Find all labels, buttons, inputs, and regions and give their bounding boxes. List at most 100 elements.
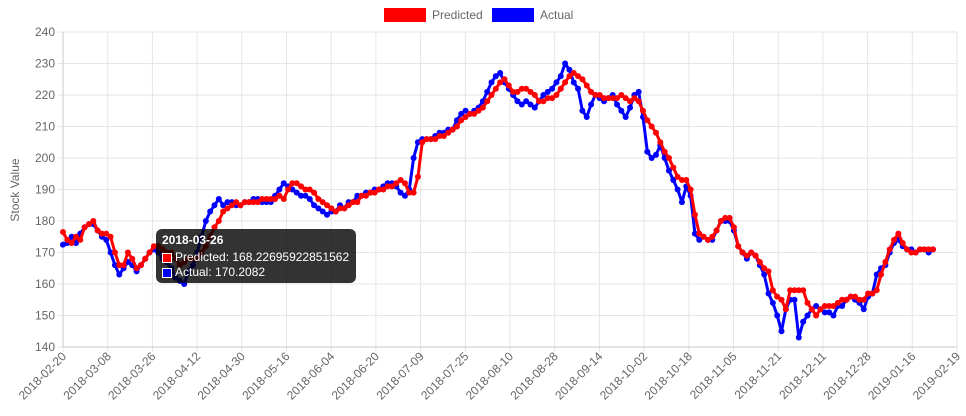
data-point-predicted[interactable] [497,79,504,86]
data-point-predicted[interactable] [791,287,798,294]
data-point-predicted[interactable] [531,92,538,98]
data-point-predicted[interactable] [575,73,582,80]
data-point-predicted[interactable] [618,92,625,98]
data-point-predicted[interactable] [90,218,97,224]
data-point-predicted[interactable] [94,227,101,234]
data-point-predicted[interactable] [423,136,430,143]
data-point-actual[interactable] [566,66,573,73]
data-point-predicted[interactable] [319,199,326,206]
data-point-predicted[interactable] [427,136,434,143]
data-point-predicted[interactable] [713,227,720,234]
data-point-actual[interactable] [761,271,768,278]
data-point-actual[interactable] [302,192,309,199]
data-point-actual[interactable] [458,110,465,117]
data-point-predicted[interactable] [484,98,491,105]
data-point-predicted[interactable] [644,117,651,124]
data-point-predicted[interactable] [419,139,426,146]
data-point-predicted[interactable] [622,95,629,102]
data-point-actual[interactable] [514,98,521,105]
data-point-predicted[interactable] [224,205,231,212]
data-point-predicted[interactable] [683,177,690,184]
data-point-predicted[interactable] [492,85,499,92]
data-point-actual[interactable] [215,195,222,202]
data-point-predicted[interactable] [899,240,906,247]
data-point-actual[interactable] [588,101,595,108]
data-point-predicted[interactable] [401,180,408,187]
data-point-actual[interactable] [531,104,538,111]
data-point-predicted[interactable] [648,123,655,130]
data-point-actual[interactable] [462,107,469,114]
legend-swatch-predicted[interactable] [384,8,426,22]
data-point-predicted[interactable] [246,199,253,206]
data-point-predicted[interactable] [821,303,828,310]
data-point-predicted[interactable] [601,95,608,102]
data-point-predicted[interactable] [276,192,283,199]
data-point-predicted[interactable] [813,312,820,319]
data-point-predicted[interactable] [103,230,110,237]
data-point-predicted[interactable] [436,132,443,139]
data-point-predicted[interactable] [873,287,880,294]
data-point-predicted[interactable] [579,76,586,83]
data-point-predicted[interactable] [782,306,789,313]
data-point-actual[interactable] [778,328,785,335]
data-point-actual[interactable] [575,85,582,92]
data-point-predicted[interactable] [661,148,668,155]
data-point-actual[interactable] [644,148,651,155]
data-point-actual[interactable] [315,205,322,212]
data-point-actual[interactable] [211,202,218,209]
data-point-predicted[interactable] [869,290,876,297]
data-point-predicted[interactable] [670,164,677,171]
data-point-actual[interactable] [800,318,807,325]
data-point-predicted[interactable] [215,218,222,224]
legend-swatch-actual[interactable] [492,8,534,22]
data-point-actual[interactable] [298,192,305,199]
data-point-actual[interactable] [497,69,504,76]
data-point-actual[interactable] [319,208,326,215]
data-point-predicted[interactable] [605,95,612,102]
data-point-predicted[interactable] [631,95,638,102]
data-point-predicted[interactable] [562,79,569,86]
data-point-predicted[interactable] [505,82,512,89]
data-point-actual[interactable] [324,211,331,218]
data-point-predicted[interactable] [614,95,621,102]
data-point-actual[interactable] [488,79,495,86]
data-point-actual[interactable] [276,186,283,193]
data-point-actual[interactable] [207,208,214,215]
data-point-predicted[interactable] [237,202,244,209]
data-point-predicted[interactable] [371,189,378,196]
data-point-predicted[interactable] [458,117,465,124]
data-point-predicted[interactable] [111,249,118,256]
data-point-predicted[interactable] [826,303,833,310]
data-point-predicted[interactable] [267,195,274,202]
data-point-actual[interactable] [492,73,499,80]
data-point-predicted[interactable] [406,189,413,196]
data-point-predicted[interactable] [917,246,924,253]
data-point-actual[interactable] [774,312,781,319]
data-point-predicted[interactable] [765,268,772,275]
data-point-actual[interactable] [670,177,677,184]
data-point-predicted[interactable] [254,199,261,206]
data-point-predicted[interactable] [81,224,88,231]
data-point-predicted[interactable] [220,208,227,215]
data-point-actual[interactable] [826,309,833,316]
data-point-predicted[interactable] [280,195,287,202]
data-point-predicted[interactable] [795,287,802,294]
data-point-actual[interactable] [111,262,118,269]
data-point-actual[interactable] [622,114,629,121]
data-point-predicted[interactable] [211,224,218,231]
data-point-actual[interactable] [839,303,846,310]
data-point-predicted[interactable] [882,258,889,265]
data-point-predicted[interactable] [488,92,495,98]
data-point-predicted[interactable] [285,186,292,193]
data-point-predicted[interactable] [453,123,460,130]
data-point-actual[interactable] [665,167,672,174]
data-point-predicted[interactable] [440,132,447,139]
data-point-predicted[interactable] [839,296,846,303]
data-point-predicted[interactable] [726,214,733,221]
data-point-predicted[interactable] [627,98,634,105]
data-point-predicted[interactable] [449,126,456,133]
data-point-actual[interactable] [523,98,530,105]
data-point-predicted[interactable] [345,202,352,209]
data-point-predicted[interactable] [787,287,794,294]
data-point-predicted[interactable] [341,205,348,212]
